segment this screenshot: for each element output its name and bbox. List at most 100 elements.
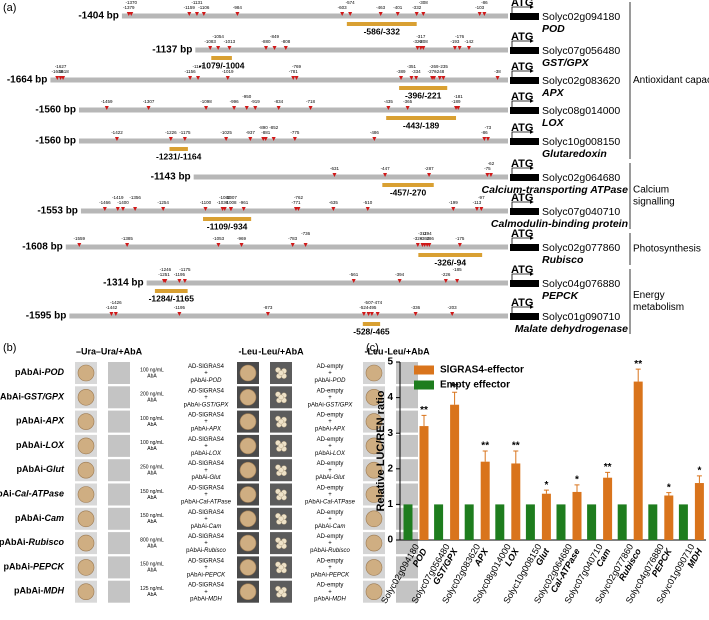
effector: AD-SlGRAS4 (188, 485, 225, 491)
site-label: -1106 (198, 5, 210, 10)
fragment-label: -443/-189 (403, 120, 440, 130)
site-label: -1419 (112, 195, 124, 200)
error-bar (574, 484, 580, 492)
promoter-bar (65, 244, 509, 250)
plus-sign: + (204, 589, 208, 595)
bait-gene: POD (209, 378, 223, 384)
atg-box (510, 13, 539, 20)
site-label: -389 (397, 69, 407, 74)
binding-site (188, 76, 193, 80)
colony (77, 510, 95, 528)
site-label: -486 (370, 130, 380, 135)
site-label: -401 (393, 5, 403, 10)
site-label: -1100 (200, 200, 212, 205)
site-label: -1379 (123, 5, 135, 10)
bait-prefix: pAbAi- (190, 596, 208, 602)
bait-gene: APX (332, 426, 346, 432)
construct-label: AD-empty (317, 461, 344, 467)
binding-site (397, 279, 402, 283)
construct-label: pAbAi-GST/GPX (308, 402, 354, 408)
site-label: -308 (419, 0, 429, 5)
gene-id: Solyc07g040710 (542, 206, 620, 218)
binding-site (182, 137, 187, 141)
gene-id: Solyc02g083620 (542, 75, 620, 87)
colony (365, 583, 383, 601)
aba-unit: AbA (147, 543, 157, 549)
binding-site (163, 279, 168, 283)
colony (239, 559, 257, 576)
aba-concentration: 800 ng/mL (140, 537, 164, 543)
colony (239, 461, 257, 479)
binding-site (113, 312, 118, 316)
construct-label: pAbAi-APX (191, 426, 222, 432)
site-label: -308 (419, 39, 429, 44)
bait-label: pAbAi-POD (15, 367, 65, 377)
gene-name: Malate dehydrogenase (515, 323, 628, 335)
probe-fragment (386, 116, 457, 120)
bait-prefix: pAbAi- (186, 548, 204, 554)
construct-label: AD-SlGRAS4 (188, 509, 225, 515)
legend-label: SlGRAS4-effector (440, 365, 524, 376)
error-bar (513, 450, 519, 464)
bait-gene: Glut (334, 475, 345, 481)
binding-site (216, 243, 221, 247)
site-label: -1038 (217, 200, 229, 205)
binding-site (303, 243, 308, 247)
binding-site (146, 106, 151, 110)
tss-arrow (511, 236, 534, 244)
binding-site (129, 12, 134, 16)
y-tick-label: 3 (387, 428, 393, 439)
legend-swatch (414, 380, 434, 390)
bar (434, 504, 444, 540)
gene-id: Solyc02g077860 (542, 242, 620, 254)
construct-label: pAbAi-Cam (191, 523, 222, 529)
plus-sign: + (328, 492, 332, 498)
site-label: -1175 (179, 130, 191, 135)
fragment-label: -1284/-1165 (149, 293, 195, 303)
bait-prefix: pAbAi- (181, 499, 199, 505)
effector: AD-SlGRAS4 (188, 412, 225, 418)
atg-box (510, 138, 539, 145)
binding-site (366, 312, 371, 316)
binding-site (61, 76, 66, 80)
bait-gene: LOX (209, 450, 222, 456)
construct-label: pAbAi-GST/GPX (184, 402, 230, 408)
significance: ** (604, 462, 612, 473)
group-label: Photosynthesis (633, 244, 701, 255)
promoter-length: -1143 bp (151, 172, 191, 183)
colony (77, 583, 95, 601)
effector: AD-SlGRAS4 (188, 509, 225, 515)
site-label: -890 (259, 125, 269, 130)
binding-site (55, 76, 60, 80)
plate-spot (108, 362, 130, 384)
construct-label: pAbAi-LOX (191, 450, 222, 456)
site-label: -736 (301, 231, 311, 236)
binding-site (265, 312, 270, 316)
site-label: -1156 (185, 69, 197, 74)
plus-sign: + (204, 468, 208, 474)
bar (587, 504, 597, 540)
bait-prefix: pAbAi- (14, 586, 44, 596)
site-label: -142 (464, 39, 474, 44)
site-label: -1054 (212, 34, 224, 39)
significance: ** (481, 441, 489, 452)
bait-gene: APX (208, 426, 222, 432)
column-header: -Leu/+AbA (384, 346, 430, 356)
site-label: -1008 (225, 200, 237, 205)
fragment-label: -1079/-1004 (199, 60, 245, 70)
site-label: -86 (481, 130, 488, 135)
bar (450, 404, 460, 540)
bait-prefix: pAbAi- (184, 402, 202, 408)
promoter-bar (195, 47, 508, 53)
binding-site (114, 137, 119, 141)
gene-name: POD (542, 23, 565, 35)
promoter-length: -1560 bp (35, 136, 76, 147)
plus-sign: + (204, 492, 208, 498)
site-label: -1627 (55, 64, 67, 69)
plate-spot (396, 434, 418, 457)
site-label: -574 (346, 0, 356, 5)
site-label: -365 (403, 99, 413, 104)
construct-label: AD-empty (317, 436, 344, 442)
effector: AD-empty (317, 509, 344, 515)
